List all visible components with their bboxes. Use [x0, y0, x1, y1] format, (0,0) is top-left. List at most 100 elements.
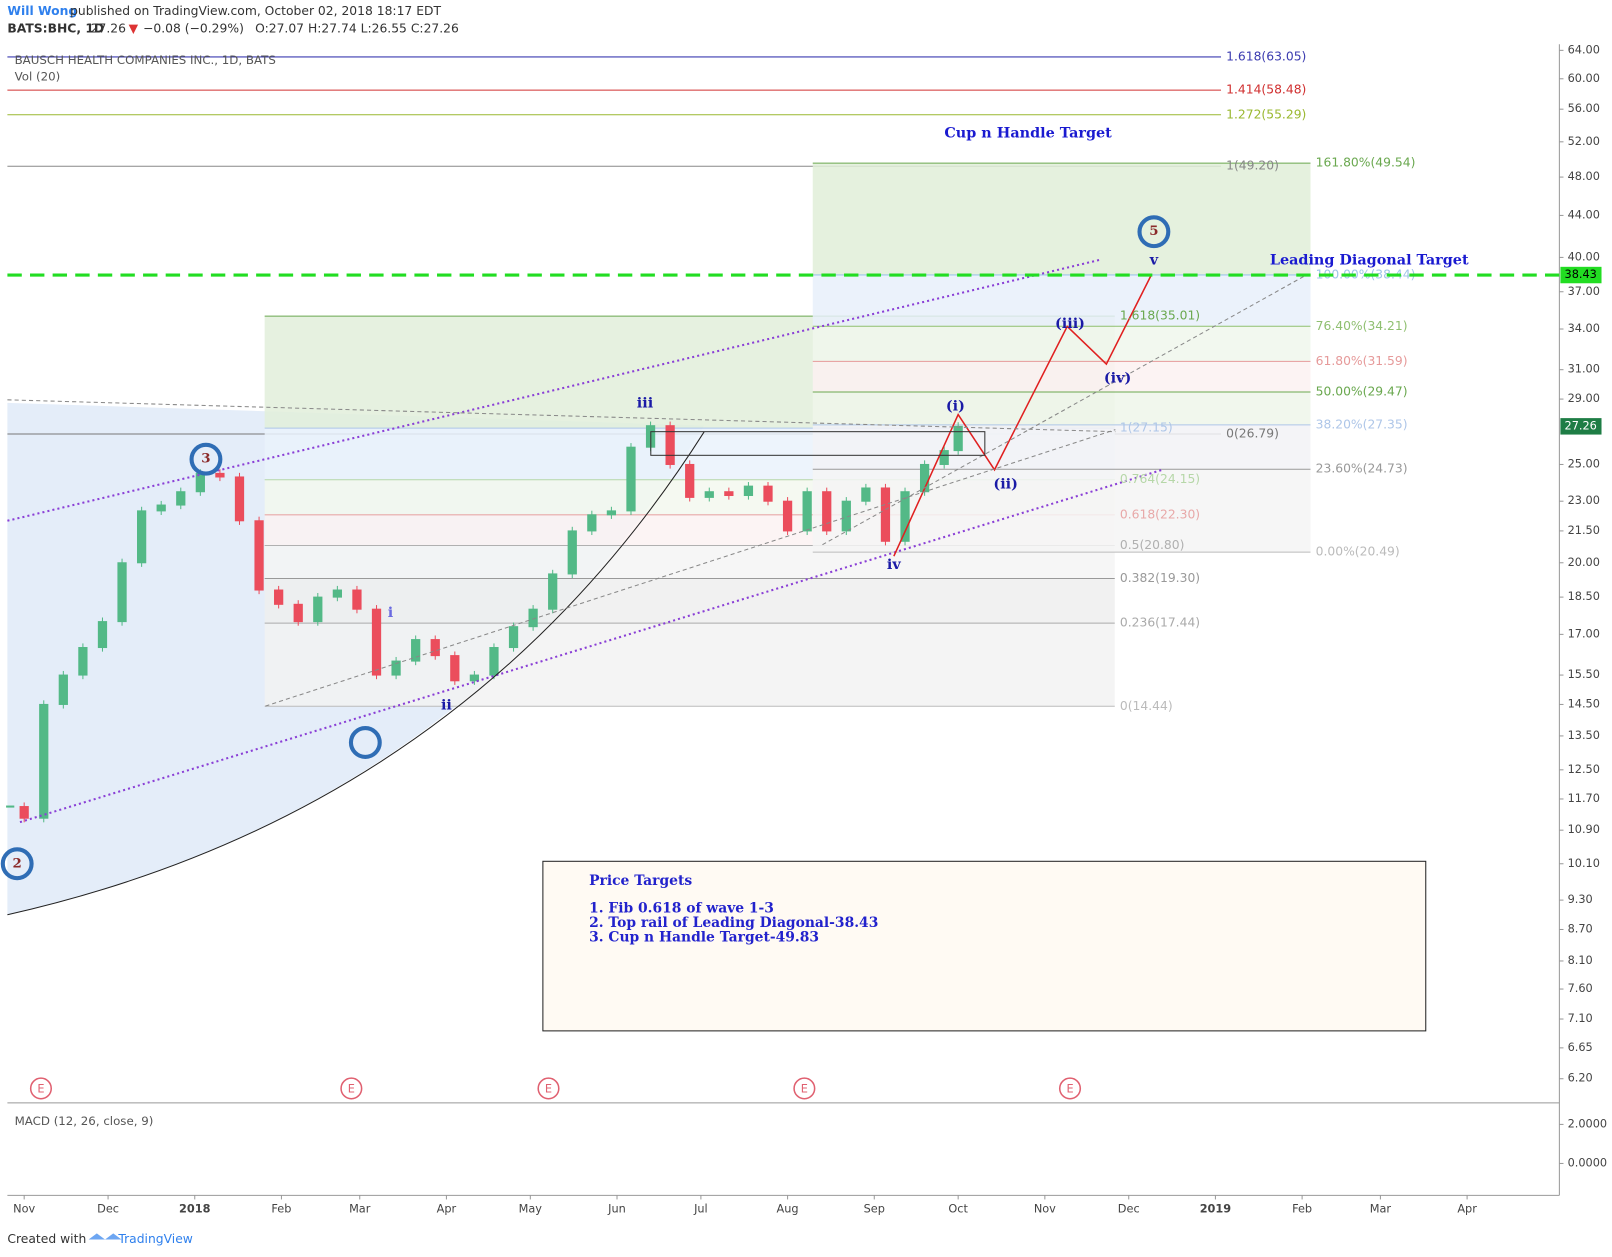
candle-body — [743, 485, 754, 497]
candle-body — [352, 589, 362, 610]
fib-label: 1(49.20) — [1226, 159, 1279, 173]
earnings-label: E — [37, 1082, 44, 1095]
fib-label: 76.40%(34.21) — [1316, 319, 1408, 333]
y-tick-label: 64.00 — [1568, 43, 1600, 56]
candle-body — [508, 626, 519, 649]
candle-body — [548, 573, 558, 610]
y-tick-label: 17.00 — [1568, 627, 1600, 640]
x-tick-label: 2018 — [179, 1203, 211, 1216]
candle-body — [861, 487, 871, 502]
candle-body — [939, 450, 949, 465]
published: published on TradingView.com, October 02… — [70, 4, 441, 18]
fib-label: 38.20%(27.35) — [1316, 417, 1408, 431]
candle-body — [156, 504, 166, 512]
volume-title: Vol (20) — [15, 70, 61, 84]
fib-band — [812, 391, 1311, 425]
y-tick-label: 6.65 — [1568, 1041, 1593, 1054]
candle-body — [606, 510, 617, 516]
change: −0.08 (−0.29%) — [143, 21, 244, 35]
candle-body — [332, 589, 342, 598]
fib-label: 1.414(58.48) — [1226, 83, 1306, 97]
footer-created: Created with — [7, 1232, 86, 1246]
y-tick-label: 18.50 — [1568, 590, 1600, 603]
earnings-label: E — [801, 1082, 808, 1095]
fib-label: 161.80%(49.54) — [1316, 156, 1416, 170]
trend-line — [19, 468, 1163, 824]
candle-body — [254, 520, 264, 591]
fib-label: 1.272(55.29) — [1226, 107, 1306, 121]
candle-body — [489, 647, 499, 676]
y-tick-label: 8.10 — [1568, 954, 1593, 967]
earnings-marker — [537, 1077, 560, 1100]
targets-box — [542, 860, 1427, 1032]
y-tick-label: 12.50 — [1568, 763, 1600, 776]
last-price-box — [1560, 418, 1602, 435]
y-tick-label: 56.00 — [1568, 102, 1600, 115]
y-tick-label: 15.50 — [1568, 668, 1600, 681]
wave-label: ii — [441, 696, 452, 713]
target-line: 2. Top rail of Leading Diagonal-38.43 — [589, 915, 878, 931]
wave-circle — [189, 442, 223, 476]
candle-body — [391, 660, 401, 676]
targets-title: Price Targets — [589, 873, 692, 889]
candle-body — [953, 425, 963, 452]
candle-body — [293, 603, 303, 623]
candle-body — [136, 510, 147, 564]
fib-band — [812, 163, 1311, 275]
earnings-label: E — [348, 1082, 355, 1095]
x-tick-label: May — [519, 1203, 543, 1216]
y-tick-label: 21.50 — [1568, 524, 1600, 537]
target-line: 3. Cup n Handle Target-49.83 — [589, 929, 819, 945]
candle-body — [802, 491, 812, 532]
fib-label: 61.80%(31.59) — [1316, 354, 1408, 368]
candle-body — [763, 485, 773, 502]
wave-label: (ii) — [993, 475, 1018, 492]
candle-body — [371, 608, 382, 676]
y-tick-label: 9.30 — [1568, 893, 1593, 906]
wave-circle — [0, 847, 34, 881]
footer-brand[interactable]: TradingView — [117, 1232, 193, 1246]
macd-tick-label: 2.0000 — [1568, 1117, 1608, 1130]
candle-body — [39, 703, 49, 819]
wave-label: i — [388, 604, 394, 621]
fib-band — [812, 326, 1311, 362]
target-price-box — [1560, 266, 1602, 284]
candle-body — [274, 589, 284, 605]
y-tick-label: 60.00 — [1568, 72, 1600, 85]
y-tick-label: 10.90 — [1568, 823, 1600, 836]
candle-body — [528, 608, 538, 628]
candle-body — [176, 491, 186, 506]
consolidation-box — [650, 431, 986, 456]
candle-body — [665, 425, 675, 465]
candle-body — [469, 674, 480, 682]
candle-body — [215, 472, 225, 478]
x-tick-label: Sep — [864, 1203, 885, 1216]
fib-label: 0.00%(20.49) — [1316, 545, 1400, 559]
y-tick-label: 52.00 — [1568, 135, 1600, 148]
symbol: BATS:BHC, 1D — [7, 21, 104, 35]
candle-body — [626, 446, 636, 512]
fib-label: 0(14.44) — [1120, 699, 1173, 713]
y-tick-label: 29.00 — [1568, 392, 1600, 405]
candle-body — [97, 621, 108, 649]
fib-label: 0.236(17.44) — [1120, 616, 1200, 630]
candle-body — [567, 530, 577, 575]
wave-label: (i) — [946, 398, 965, 415]
y-tick-label: 37.00 — [1568, 285, 1600, 298]
circle-label: 2 — [13, 855, 22, 871]
x-tick-label: Feb — [1292, 1203, 1312, 1216]
author[interactable]: Will Wong — [7, 4, 77, 18]
candle-body — [900, 491, 910, 542]
annotation: Cup n Handle Target — [944, 124, 1112, 141]
x-tick-label: Nov — [13, 1203, 35, 1216]
wave-circle — [348, 726, 382, 759]
macd-title: MACD (12, 26, close, 9) — [15, 1114, 154, 1128]
x-tick-label: Apr — [1457, 1203, 1477, 1216]
fib-label: 0.382(19.30) — [1120, 571, 1200, 585]
candle-body — [587, 514, 597, 532]
ohlc: O:27.07 H:27.74 L:26.55 C:27.26 — [255, 21, 459, 35]
logo — [88, 1233, 122, 1240]
candle-body — [117, 562, 127, 623]
wave-label: (iv) — [1104, 369, 1131, 386]
